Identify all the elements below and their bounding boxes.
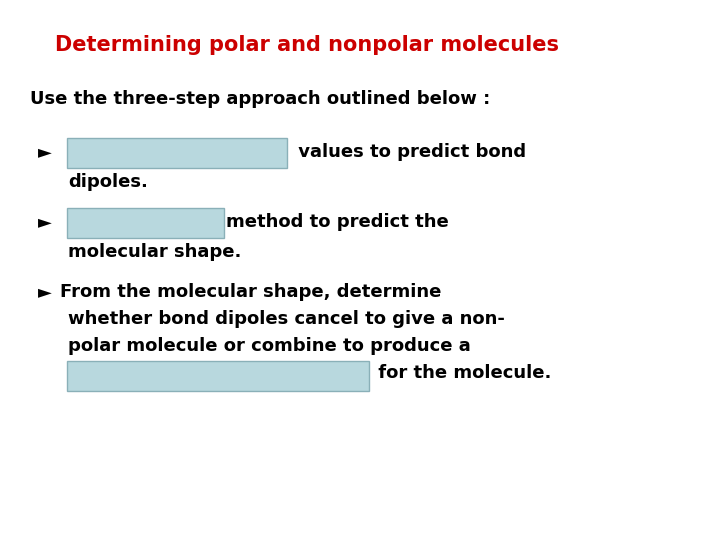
FancyBboxPatch shape bbox=[67, 208, 224, 238]
Text: ►: ► bbox=[38, 283, 52, 301]
Text: dipoles.: dipoles. bbox=[68, 173, 148, 191]
Text: for the molecule.: for the molecule. bbox=[372, 364, 552, 382]
Text: whether bond dipoles cancel to give a non-: whether bond dipoles cancel to give a no… bbox=[68, 310, 505, 328]
Text: From the molecular shape, determine: From the molecular shape, determine bbox=[60, 283, 441, 301]
Text: ►: ► bbox=[38, 143, 52, 161]
Text: values to predict bond: values to predict bond bbox=[292, 143, 526, 161]
Text: Determining polar and nonpolar molecules: Determining polar and nonpolar molecules bbox=[55, 35, 559, 55]
Text: method to predict the: method to predict the bbox=[226, 213, 449, 231]
Text: ►: ► bbox=[38, 213, 52, 231]
FancyBboxPatch shape bbox=[67, 138, 287, 168]
FancyBboxPatch shape bbox=[67, 361, 369, 391]
Text: molecular shape.: molecular shape. bbox=[68, 243, 241, 261]
Text: Use the three-step approach outlined below :: Use the three-step approach outlined bel… bbox=[30, 90, 490, 108]
Text: polar molecule or combine to produce a: polar molecule or combine to produce a bbox=[68, 337, 471, 355]
